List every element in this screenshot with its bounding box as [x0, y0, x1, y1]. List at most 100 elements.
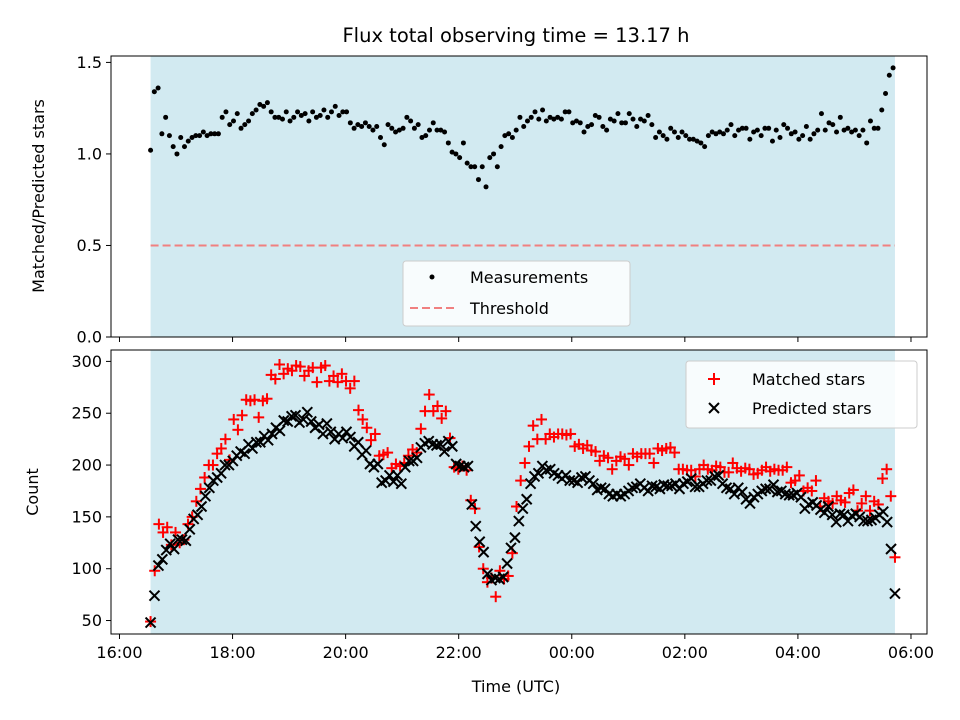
measurement-point — [762, 125, 768, 131]
matched-star-point — [515, 475, 527, 487]
x-axis-label: Time (UTC) — [471, 677, 560, 696]
measurement-point — [807, 136, 813, 142]
measurement-point — [242, 122, 248, 128]
predicted-star-point — [626, 482, 639, 494]
measurement-point — [426, 127, 432, 133]
measurement-point — [396, 127, 402, 133]
measurement-point — [457, 155, 463, 161]
predicted-star-point — [144, 616, 157, 629]
legend-label-predicted: Predicted stars — [752, 399, 872, 418]
predicted-star-point — [501, 557, 513, 570]
legend-marker-predicted — [708, 402, 720, 414]
predicted-star-point — [720, 482, 733, 494]
measurement-point — [724, 127, 730, 133]
predicted-star-point — [481, 568, 494, 580]
matched-star-point — [199, 471, 211, 483]
predicted-star-point — [285, 410, 298, 423]
bottom-y-tick-label: 100 — [71, 559, 102, 578]
matched-star-point — [294, 361, 306, 373]
measurement-point — [743, 125, 749, 131]
measurement-point — [475, 177, 481, 183]
predicted-star-point — [759, 483, 772, 495]
measurement-point — [249, 111, 255, 117]
matched-star-point — [273, 359, 285, 371]
legend-label-matched: Matched stars — [752, 370, 865, 389]
bottom-x-tick-label: 06:00 — [888, 643, 934, 662]
measurement-point — [178, 134, 184, 140]
measurement-point — [634, 123, 640, 129]
matched-star-point — [885, 490, 897, 502]
measurement-point — [566, 109, 572, 115]
legend-marker-measurements — [429, 274, 435, 280]
measurement-point — [377, 134, 383, 140]
matched-star-point — [623, 459, 635, 471]
predicted-star-point — [689, 481, 701, 493]
matched-star-point — [365, 434, 377, 446]
measurement-point — [754, 127, 760, 133]
measurement-point — [449, 149, 455, 155]
measurement-point — [185, 138, 191, 144]
measurement-point — [641, 118, 647, 124]
measurement-point — [581, 129, 587, 135]
matched-star-point — [590, 446, 602, 458]
measurement-point — [261, 103, 267, 109]
matched-star-point — [311, 376, 323, 388]
measurement-point — [849, 129, 855, 135]
measurement-point — [739, 125, 745, 131]
predicted-star-point — [822, 500, 835, 513]
legend-label-threshold: Threshold — [469, 299, 549, 318]
measurement-point — [800, 133, 806, 139]
measurement-point — [151, 89, 157, 95]
predicted-star-point — [458, 461, 470, 473]
measurement-point — [532, 109, 538, 115]
measurement-point — [234, 111, 240, 117]
measurement-point — [310, 109, 316, 115]
measurement-point — [204, 133, 210, 139]
measurement-point — [374, 123, 380, 129]
measurement-point — [803, 123, 809, 129]
bottom-axes-frame — [110, 349, 928, 635]
predicted-star-point — [321, 417, 333, 430]
measurement-point — [822, 127, 828, 133]
matched-star-point — [810, 475, 822, 487]
measurement-point — [487, 155, 493, 161]
matched-star-point — [793, 469, 805, 481]
predicted-star-point — [274, 425, 286, 437]
measurement-point — [656, 129, 662, 135]
matched-star-point — [253, 411, 265, 423]
measurement-point — [570, 120, 576, 126]
bottom-x-tick-label: 18:00 — [209, 643, 255, 662]
matched-star-point — [232, 424, 244, 436]
measurement-point — [856, 133, 862, 139]
predicted-star-point — [885, 543, 897, 555]
matched-star-point — [881, 463, 893, 475]
predicted-star-point — [395, 478, 408, 490]
predicted-star-point — [360, 444, 372, 457]
measurement-point — [298, 112, 304, 118]
predicted-star-point — [403, 455, 415, 467]
predicted-star-point — [505, 542, 517, 554]
matched-star-point — [348, 375, 360, 387]
measurement-point — [864, 140, 870, 146]
bottom-y-tick-label: 150 — [71, 507, 102, 526]
measurement-point — [472, 164, 478, 170]
predicted-star-point — [736, 486, 748, 498]
measurement-point — [411, 125, 417, 131]
chart-title: Flux total observing time = 13.17 h — [342, 24, 689, 47]
measurement-point — [509, 134, 515, 140]
matched-star-point — [319, 360, 331, 372]
measurement-point — [347, 120, 353, 126]
measurement-points — [148, 65, 896, 190]
top-legend-box — [402, 260, 631, 327]
predicted-star-point — [473, 536, 486, 548]
matched-star-point — [207, 459, 219, 471]
predicted-star-point — [266, 428, 278, 440]
matched-star-point — [423, 389, 435, 401]
predicted-star-point — [497, 571, 509, 583]
measurement-point — [468, 164, 474, 170]
matched-star-point — [856, 497, 868, 509]
measurement-point — [607, 116, 613, 122]
top-legend: Measurements Threshold — [402, 260, 631, 327]
predicted-star-point — [701, 474, 713, 487]
measurement-point — [736, 127, 742, 133]
